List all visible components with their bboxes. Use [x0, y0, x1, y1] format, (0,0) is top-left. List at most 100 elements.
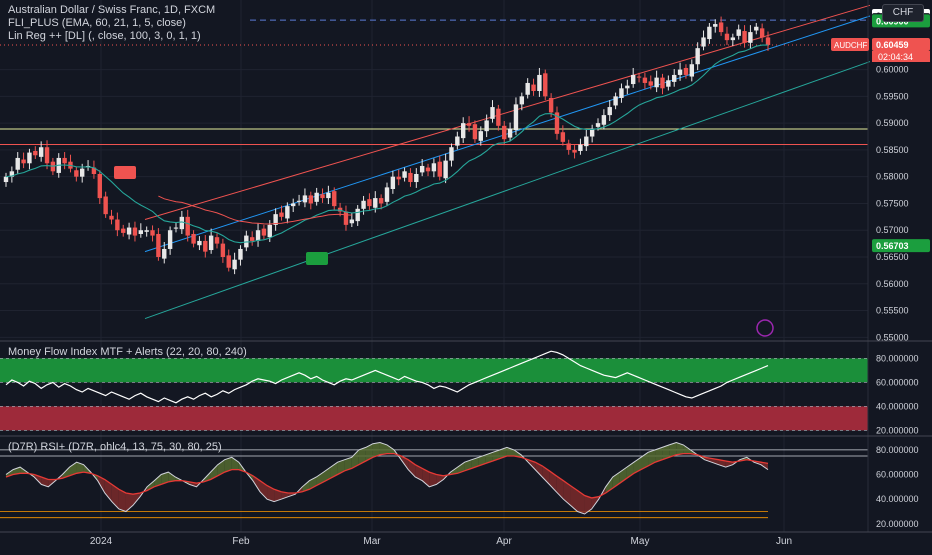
rsi-fill: [499, 447, 507, 459]
mfi-tick-label: 20.000000: [876, 425, 919, 435]
rsi-fill: [104, 479, 112, 502]
candle-body: [337, 207, 343, 212]
candle-body: [384, 187, 390, 202]
candle-body: [3, 176, 9, 183]
rsi-fill: [147, 480, 155, 491]
symbol-title: Australian Dollar / Swiss Franc, 1D, FXC…: [8, 4, 216, 16]
y-tick-label: 0.57000: [876, 225, 909, 235]
rsi-fill: [210, 464, 218, 480]
candle-body: [355, 208, 360, 222]
rsi-fill: [492, 449, 500, 461]
candle-body: [408, 172, 413, 183]
price-pane: [0, 4, 871, 337]
y-tick-label: 0.56000: [876, 279, 909, 289]
y-tick-label: 0.56500: [876, 252, 909, 262]
candle-body: [548, 97, 554, 113]
rsi-fill: [760, 462, 768, 470]
rsi-fill: [662, 444, 670, 460]
candle-body: [519, 96, 525, 105]
mfi-oversold-band: [0, 406, 868, 431]
rsi-fill: [274, 489, 282, 502]
rsi-fill: [365, 443, 373, 461]
rsi-fill: [13, 467, 21, 475]
linreg-line: [144, 61, 871, 320]
rsi-tick-label: 80.000000: [876, 445, 919, 455]
candle-body: [103, 196, 108, 215]
candle-body: [373, 198, 378, 208]
candle-body: [607, 107, 612, 116]
rsi-fill: [570, 485, 578, 512]
candle-body: [619, 88, 624, 98]
candle-body: [326, 192, 331, 199]
candle-body: [261, 228, 267, 236]
rsi-fill: [168, 472, 176, 482]
price-tag-label: 0.60459: [876, 40, 909, 50]
candle-body: [630, 74, 636, 85]
candle-body: [502, 125, 507, 140]
candle-body: [80, 168, 85, 177]
candle-body: [437, 161, 442, 177]
rsi-fill: [372, 442, 380, 458]
candle-body: [273, 214, 278, 225]
candle-body: [126, 227, 132, 235]
rsi-fill: [464, 459, 472, 471]
candle-body: [232, 259, 237, 270]
candle-body: [525, 82, 530, 95]
candle-body: [654, 77, 659, 88]
linreg-line: [144, 15, 871, 253]
candle-body: [724, 33, 730, 41]
candle-body: [314, 192, 319, 202]
candle-body: [707, 26, 712, 40]
candle-body: [162, 248, 167, 259]
candle-body: [396, 176, 401, 180]
y-tick-label: 0.60000: [876, 65, 909, 75]
rsi-tick-label: 40.000000: [876, 494, 919, 504]
rsi-fill: [224, 457, 232, 473]
rsi-fill: [577, 490, 585, 514]
y-tick-label: 0.59500: [876, 91, 909, 101]
rsi-fill: [485, 452, 493, 464]
candle-body: [74, 170, 79, 177]
rsi-fill: [436, 474, 444, 485]
candle-body: [203, 240, 208, 252]
rsi-fill: [478, 454, 486, 466]
candle-body: [507, 128, 513, 138]
candle-body: [713, 24, 718, 27]
candle-body: [238, 248, 243, 260]
slow-ma-line: [158, 195, 352, 225]
candle-body: [33, 150, 38, 156]
candle-body: [595, 123, 601, 127]
candle-body: [109, 215, 114, 220]
candle-body: [302, 195, 308, 203]
mfi-title: Money Flow Index MTF + Alerts (22, 20, 8…: [8, 346, 247, 358]
rsi-fill: [683, 444, 691, 454]
candle-body: [584, 136, 589, 147]
rsi-fill: [76, 462, 84, 474]
candle-body: [701, 37, 706, 47]
candle-body: [601, 115, 607, 125]
candle-body: [537, 74, 542, 91]
candle-body: [613, 96, 618, 106]
currency-selector[interactable]: CHF: [882, 4, 924, 22]
x-tick-label: Jun: [776, 536, 792, 547]
candle-body: [179, 216, 185, 230]
rsi-fill: [351, 449, 359, 469]
candle-body: [197, 240, 202, 246]
candle-body: [531, 84, 536, 91]
candle-body: [62, 157, 67, 164]
countdown-label: 02:04:34: [878, 52, 913, 62]
candle-body: [472, 124, 478, 140]
x-tick-label: Feb: [232, 536, 250, 547]
candle-body: [554, 112, 560, 134]
rsi-fill: [429, 472, 437, 487]
candle-body: [496, 108, 501, 126]
rsi-fill: [535, 462, 543, 477]
x-tick-label: Mar: [363, 536, 381, 547]
rsi-fill: [344, 457, 352, 471]
candle-body: [27, 152, 32, 164]
candle-body: [185, 216, 190, 236]
candle-body: [9, 171, 15, 177]
candle-body: [566, 143, 571, 150]
x-tick-label: Apr: [496, 536, 512, 547]
